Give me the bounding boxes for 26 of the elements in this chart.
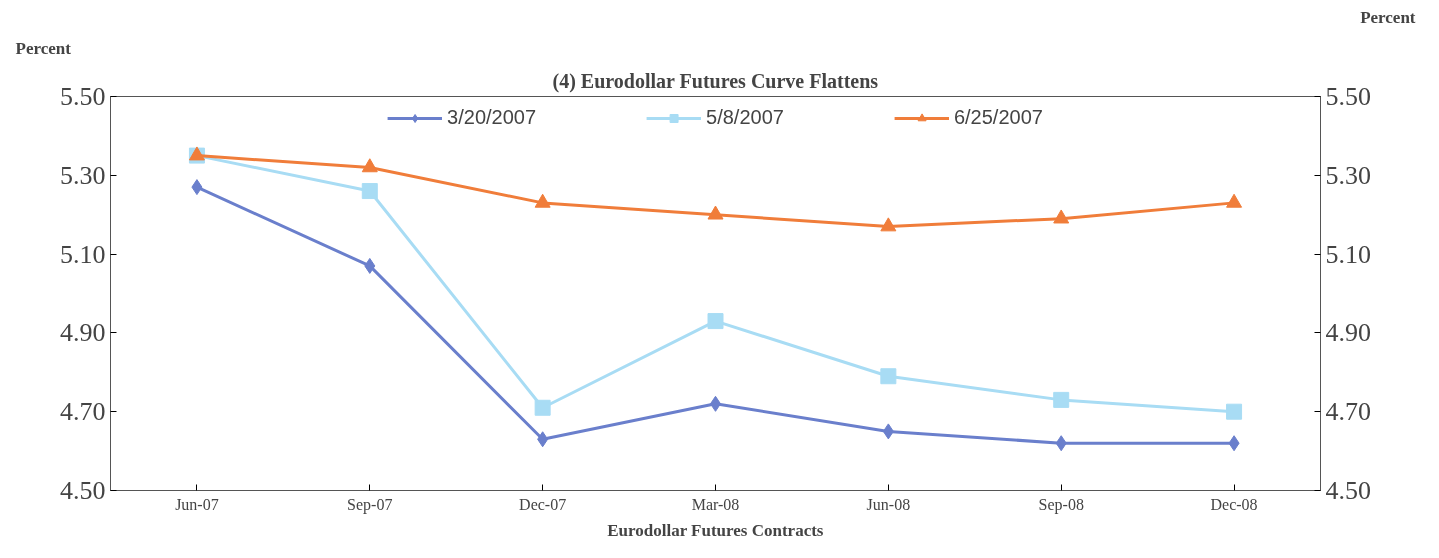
y2-tick-label: 4.50 [1325, 476, 1371, 505]
y-axis-title: Percent [15, 38, 72, 58]
x-axis-title: Eurodollar Futures Contracts [607, 520, 824, 540]
y2-axis-title: Percent [1360, 7, 1416, 27]
y2-tick-label: 4.90 [1325, 318, 1371, 348]
y-tick-label: 4.70 [60, 397, 106, 427]
y2-tick-label: 5.50 [1325, 82, 1371, 111]
legend-label: 3/20/2007 [447, 106, 537, 129]
chart-title: (4) Eurodollar Futures Curve Flattens [552, 69, 879, 93]
y-tick-label: 4.50 [60, 476, 106, 505]
x-tick-label: Jun-08 [866, 495, 911, 513]
x-tick-label: Sep-07 [347, 495, 393, 514]
y2-tick-label: 5.10 [1325, 239, 1371, 269]
legend-label: 6/25/2007 [953, 106, 1043, 129]
y-tick-label: 4.90 [60, 318, 106, 348]
x-tick-label: Sep-08 [1038, 495, 1084, 514]
y-tick-label: 5.50 [60, 82, 106, 111]
x-tick-label: Mar-08 [691, 495, 740, 513]
x-tick-label: Dec-07 [519, 495, 567, 513]
x-tick-label: Dec-08 [1210, 495, 1258, 513]
x-tick-label: Jun-07 [175, 495, 219, 513]
y-tick-label: 5.30 [60, 160, 106, 190]
legend-label: 5/8/2007 [706, 106, 784, 129]
y2-tick-label: 5.30 [1325, 160, 1371, 190]
y-tick-label: 5.10 [60, 239, 106, 269]
y2-tick-label: 4.70 [1325, 397, 1371, 427]
